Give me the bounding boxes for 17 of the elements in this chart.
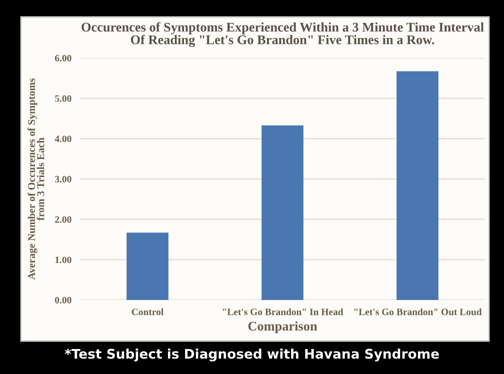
x-axis-title: Comparison	[248, 321, 318, 334]
bar	[396, 71, 438, 300]
text: *Test Subject is Diagnosed with Havana Syndrome	[64, 348, 439, 362]
x-tick-label: Control	[132, 308, 164, 316]
y-tick-label: 0.00	[55, 296, 72, 304]
bar	[126, 232, 168, 300]
y-tick-label: 4.00	[54, 136, 72, 142]
y-axis-title: Average Number of Occurences of Symptoms from 3 Trials Each	[28, 78, 44, 280]
y-tick-label: 6.00	[54, 54, 72, 62]
y-tick-label: 5.00	[55, 95, 72, 102]
y-tick-label: 1.00	[55, 256, 72, 264]
y-tick-label: 3.00	[55, 176, 72, 183]
y-tick-label: 2.00	[55, 216, 72, 223]
chart-title: Occurences of Symptoms Experienced Within a 3 Minute Time Interval Of Reading "Let's Go Brandon" Five Times in a Row.	[82, 22, 484, 48]
x-tick-label: "Let's Go Brandon" In Head	[222, 308, 344, 316]
bar	[262, 125, 304, 300]
x-tick-label: "Let's Go Brandon" Out Loud	[354, 308, 482, 316]
